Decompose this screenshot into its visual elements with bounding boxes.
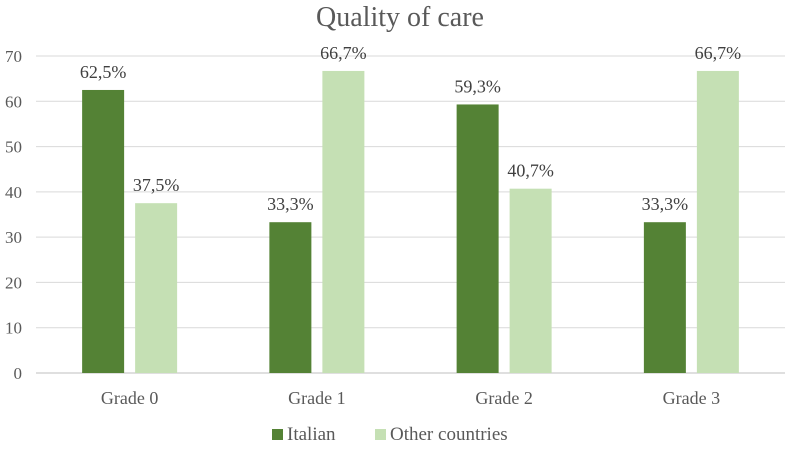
y-tick-label: 30	[5, 228, 22, 247]
x-tick-label: Grade 3	[663, 388, 720, 408]
chart-title: Quality of care	[316, 2, 484, 33]
y-tick-label: 50	[5, 138, 22, 157]
data-label: 33,3%	[267, 194, 314, 214]
data-label: 33,3%	[642, 194, 689, 214]
data-labels: 62,5% 37,5% 33,3% 66,7% 59,3% 40,7% 33,3% 66,7%	[80, 43, 741, 214]
bar-italian-grade-3	[643, 222, 686, 373]
y-axis: 0 10 20 30 40 50 60 70	[5, 47, 22, 383]
x-tick-label: Grade 0	[101, 388, 158, 408]
y-tick-label: 10	[5, 319, 22, 338]
legend-label: Other countries	[390, 424, 508, 445]
y-tick-label: 0	[14, 364, 23, 383]
data-label: 40,7%	[507, 161, 554, 181]
legend-label: Italian	[287, 424, 336, 445]
legend-swatch	[375, 429, 386, 440]
y-tick-label: 60	[5, 92, 22, 111]
y-tick-label: 40	[5, 183, 22, 202]
bars	[82, 70, 739, 374]
bar-other-countries-grade-0	[135, 203, 178, 373]
y-tick-label: 20	[5, 273, 22, 292]
x-tick-label: Grade 2	[475, 388, 532, 408]
data-label: 66,7%	[695, 43, 742, 63]
x-tick-label: Grade 1	[288, 388, 345, 408]
y-tick-label: 70	[5, 47, 22, 66]
bar-italian-grade-2	[456, 104, 499, 373]
bar-other-countries-grade-1	[322, 70, 365, 374]
bar-italian-grade-1	[269, 222, 312, 373]
data-label: 62,5%	[80, 62, 127, 82]
data-label: 37,5%	[133, 175, 180, 195]
bar-italian-grade-0	[82, 89, 125, 373]
bar-other-countries-grade-2	[509, 188, 552, 373]
bar-other-countries-grade-3	[696, 70, 739, 374]
data-label: 59,3%	[454, 76, 501, 96]
legend: Italian Other countries	[272, 424, 508, 445]
data-label: 66,7%	[320, 43, 367, 63]
legend-swatch	[272, 429, 283, 440]
x-axis: Grade 0 Grade 1 Grade 2 Grade 3	[101, 388, 720, 408]
